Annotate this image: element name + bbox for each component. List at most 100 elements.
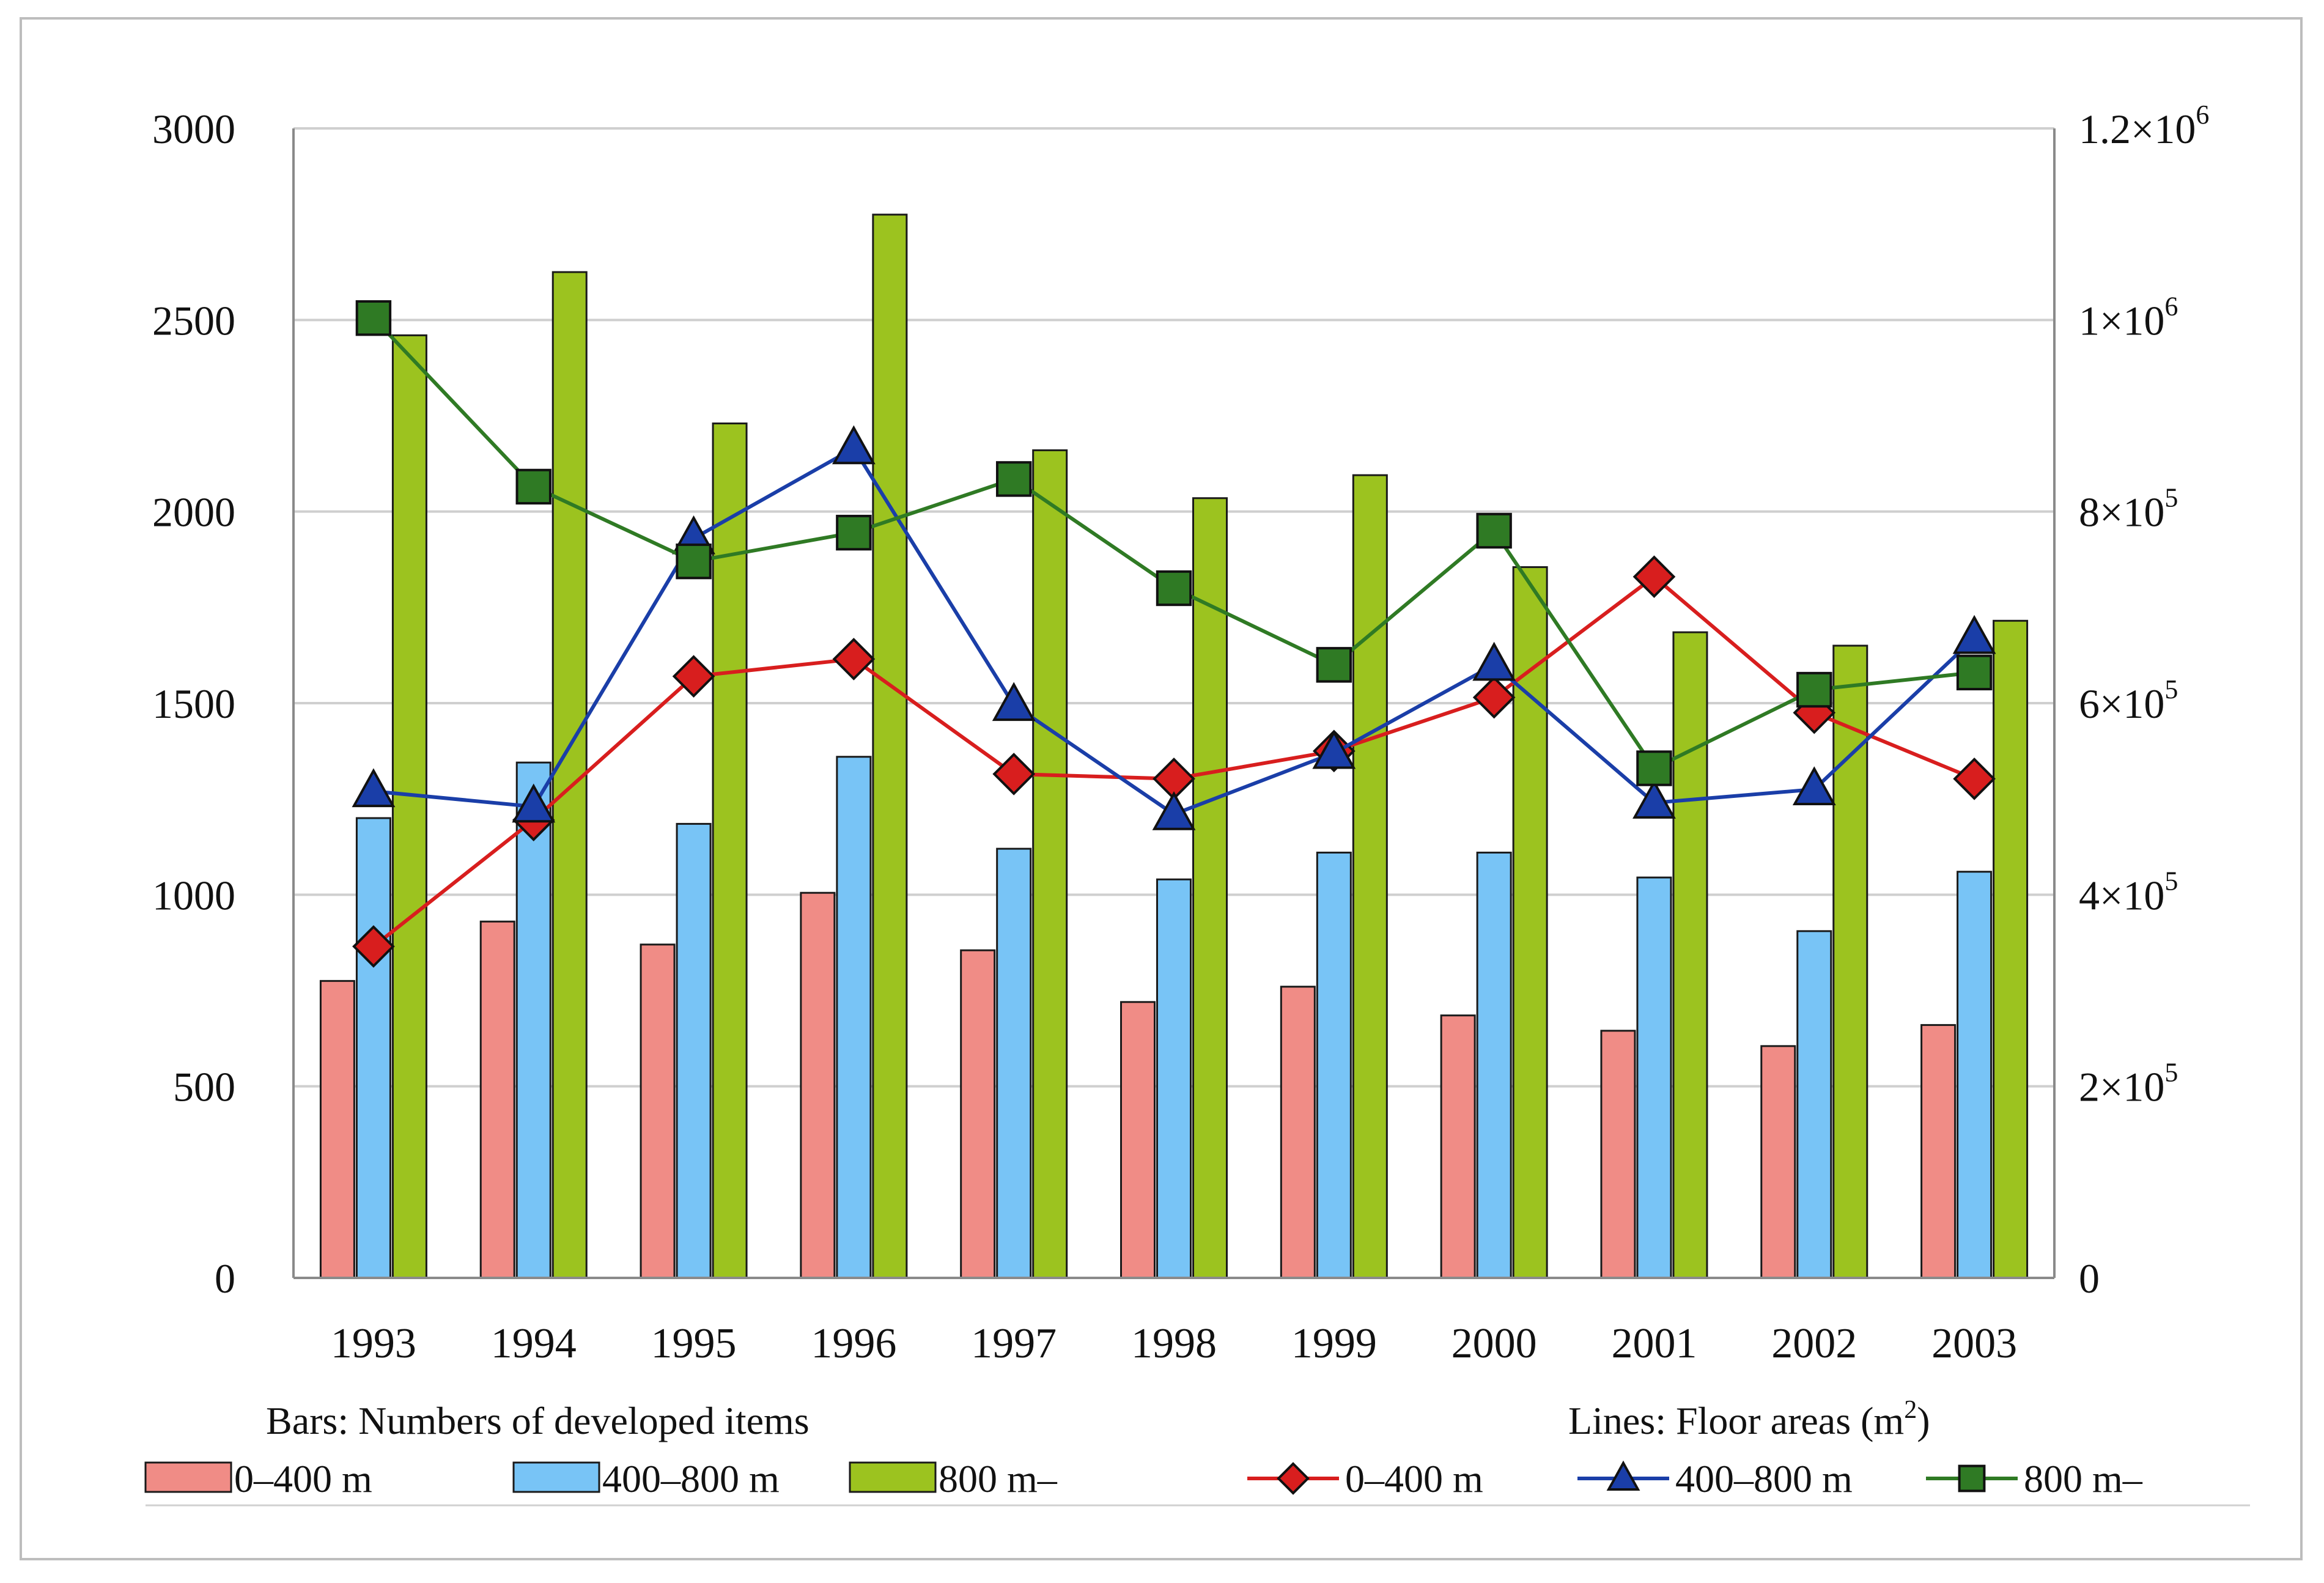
line-point-triangle xyxy=(1632,780,1676,819)
y-right-tick-label: 0 xyxy=(2079,1255,2100,1302)
line-point-square xyxy=(515,468,551,505)
line-series-3 xyxy=(372,317,1975,771)
y-right-tick-exponent: 5 xyxy=(2164,674,2178,704)
bar-c xyxy=(712,423,748,1279)
line-point-triangle xyxy=(1152,791,1196,830)
x-tick-label: 1998 xyxy=(1131,1320,1217,1367)
line-point-diamond xyxy=(832,638,876,681)
line-point-diamond xyxy=(1472,676,1516,719)
legend-line-label: 800 m– xyxy=(2024,1457,2143,1500)
y-left-tick-label: 3000 xyxy=(152,106,235,152)
legend-line-marker xyxy=(1277,1462,1310,1495)
y-left-tick-label: 2500 xyxy=(152,297,235,344)
bar-a xyxy=(640,943,676,1279)
legend-bar-label: 0–400 m xyxy=(234,1457,372,1500)
y-right-tick-label: 8×105 xyxy=(2079,483,2178,536)
line-point-square xyxy=(1476,512,1512,549)
y-left-tick-label: 1500 xyxy=(152,681,235,727)
y-right-tick-label: 6×105 xyxy=(2079,674,2178,727)
line-point-triangle xyxy=(832,425,876,465)
bar-a xyxy=(1120,1001,1156,1279)
legend-lines-title: Lines: Floor areas (m2) xyxy=(1568,1396,1930,1442)
y-right-tick-exponent: 5 xyxy=(2164,483,2178,513)
bar-b xyxy=(1156,878,1192,1279)
line-point-square xyxy=(836,514,872,551)
legend-bar-swatch xyxy=(512,1461,600,1493)
legend-line-label: 0–400 m xyxy=(1345,1457,1483,1500)
line-point-triangle xyxy=(512,783,556,823)
x-tick-label: 2002 xyxy=(1771,1320,1857,1367)
y-right-tick-base: 8×10 xyxy=(2079,489,2164,536)
legend-bar-swatch xyxy=(849,1461,937,1493)
bar-c xyxy=(391,334,427,1279)
bar-c xyxy=(1672,631,1708,1279)
line-point-triangle xyxy=(1952,614,1996,654)
y-right-tick-exponent: 5 xyxy=(2164,866,2178,896)
bar-c xyxy=(1512,566,1548,1279)
legend-line-marker xyxy=(1606,1460,1640,1491)
y-right-tick-label: 1.2×106 xyxy=(2079,100,2209,152)
legend-bars-title: Bars: Numbers of developed items xyxy=(266,1399,810,1442)
x-tick-label: 2001 xyxy=(1611,1320,1697,1367)
bar-b xyxy=(355,817,391,1279)
line-point-square xyxy=(1956,654,1993,691)
line-point-triangle xyxy=(992,682,1036,721)
legend-lines-title-sup: 2 xyxy=(1904,1396,1917,1424)
line-point-square xyxy=(1636,750,1672,786)
line-point-diamond xyxy=(992,753,1036,795)
bar-c xyxy=(1993,619,2029,1279)
line-point-square xyxy=(995,461,1032,497)
bar-a xyxy=(1920,1024,1957,1279)
y-right-tick-exponent: 6 xyxy=(2196,100,2209,130)
x-tick-label: 1993 xyxy=(331,1320,416,1367)
bar-c xyxy=(872,213,908,1279)
y-left-tick-label: 500 xyxy=(173,1064,235,1110)
bar-a xyxy=(1600,1030,1636,1279)
line-point-diamond xyxy=(1953,757,1996,800)
y-right-tick-label: 4×105 xyxy=(2079,866,2178,918)
bar-a xyxy=(319,980,355,1279)
y-right-tick-label: 2×105 xyxy=(2079,1058,2178,1110)
chart-frame xyxy=(20,17,2303,1560)
line-point-diamond xyxy=(1632,555,1676,599)
bar-a xyxy=(1440,1014,1476,1279)
bar-c xyxy=(1032,449,1068,1279)
bar-b xyxy=(1796,930,1832,1279)
bar-a xyxy=(800,891,836,1279)
x-tick-label: 1996 xyxy=(811,1320,896,1367)
line-point-square xyxy=(1316,647,1352,683)
legend-bar-swatch xyxy=(144,1461,232,1493)
bar-a xyxy=(1280,986,1316,1279)
x-tick-label: 2000 xyxy=(1452,1320,1537,1367)
legend-lines-title-text: Lines: Floor areas (m xyxy=(1568,1399,1904,1442)
bar-b xyxy=(836,756,872,1279)
y-right-tick-base: 6×10 xyxy=(2079,681,2164,727)
bar-a xyxy=(1760,1045,1796,1279)
line-point-triangle xyxy=(1792,766,1836,805)
y-left-tick-label: 0 xyxy=(215,1255,235,1302)
bar-b xyxy=(676,822,712,1279)
bar-b xyxy=(1316,851,1352,1279)
y-right-tick-label: 1×106 xyxy=(2079,291,2178,344)
legend-line-label: 400–800 m xyxy=(1675,1457,1853,1500)
line-point-square xyxy=(1796,671,1832,708)
bar-b xyxy=(1957,871,1993,1279)
line-point-diamond xyxy=(672,655,715,698)
y-right-tick-base: 1×10 xyxy=(2079,297,2164,344)
bar-c xyxy=(1192,497,1228,1279)
y-left-tick-label: 2000 xyxy=(152,489,235,536)
line-point-square xyxy=(1156,570,1192,607)
x-tick-label: 1999 xyxy=(1291,1320,1377,1367)
legend-bar-label: 400–800 m xyxy=(602,1457,780,1500)
legend-bar-label: 800 m– xyxy=(939,1457,1058,1500)
line-point-triangle xyxy=(1312,729,1356,769)
legend-lines-title-close: ) xyxy=(1917,1399,1930,1442)
x-tick-label: 2003 xyxy=(1931,1320,2017,1367)
y-right-tick-base: 4×10 xyxy=(2079,872,2164,918)
legend-line-marker xyxy=(1958,1464,1986,1493)
bar-c xyxy=(1352,474,1388,1279)
bar-c xyxy=(1832,644,1868,1279)
bar-b xyxy=(1476,851,1512,1279)
line-point-diamond xyxy=(352,925,395,968)
